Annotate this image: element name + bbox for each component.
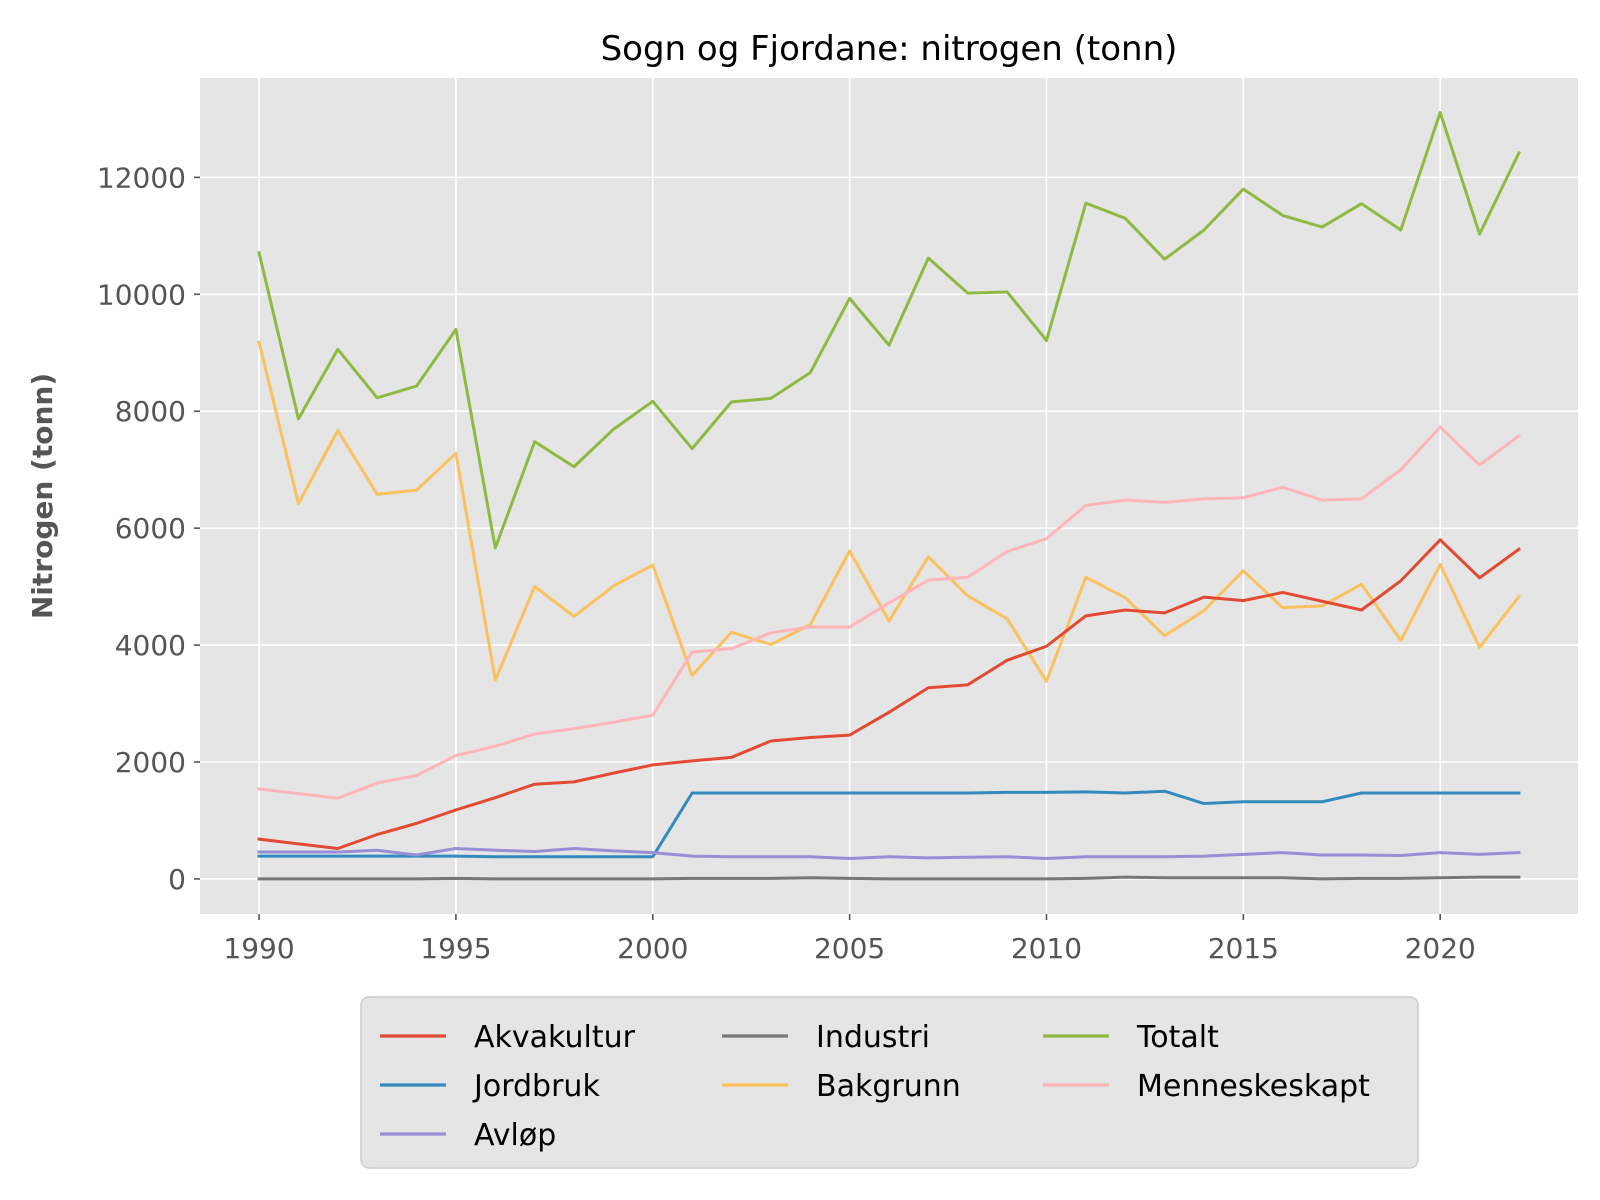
x-tick-label: 1990 [223, 932, 294, 965]
y-tick-label: 8000 [115, 395, 186, 428]
series-line-bakgrunn [257, 340, 1522, 683]
x-tick-label: 2015 [1208, 932, 1279, 965]
legend-label-totalt: Totalt [1136, 1020, 1219, 1055]
x-tick-label: 2010 [1011, 932, 1082, 965]
series-line-akvakultur [257, 538, 1522, 851]
series-line-industri [257, 875, 1521, 881]
x-tick-label: 1995 [420, 932, 491, 965]
y-tick-label: 6000 [115, 512, 186, 545]
plot-background [200, 78, 1578, 914]
legend-label-bakgrunn: Bakgrunn [816, 1069, 961, 1104]
legend-label-menneskeskapt: Menneskeskapt [1137, 1069, 1370, 1104]
y-tick-label: 0 [168, 863, 186, 896]
series-line-avlop [257, 847, 1521, 860]
y-axis-label: Nitrogen (tonn) [26, 373, 59, 619]
y-tick-label: 12000 [97, 161, 186, 194]
x-tick-label: 2005 [814, 932, 885, 965]
legend-box [360, 996, 1419, 1169]
y-tick-label: 2000 [115, 746, 186, 779]
x-axis-ticks: 1990 1995 2000 2005 2010 2015 2020 [223, 914, 1476, 965]
x-tick-label: 2000 [617, 932, 688, 965]
series-lines [257, 110, 1522, 881]
series-line-totalt [257, 110, 1521, 550]
y-axis-ticks: 0 2000 4000 6000 8000 10000 12000 [97, 161, 200, 896]
legend-label-akvakultur: Akvakultur [474, 1020, 636, 1055]
series-line-menneskeskapt [257, 425, 1522, 800]
series-line-jordbruk [257, 789, 1521, 859]
legend-label-avlop: Avløp [474, 1118, 556, 1153]
y-tick-label: 4000 [115, 629, 186, 662]
legend-label-industri: Industri [816, 1020, 930, 1055]
chart-title: Sogn og Fjordane: nitrogen (tonn) [601, 29, 1178, 69]
x-tick-label: 2020 [1405, 932, 1476, 965]
y-tick-label: 10000 [97, 278, 186, 311]
legend-label-jordbruk: Jordbruk [472, 1069, 600, 1104]
legend: Akvakultur Jordbruk Avløp Industri Bakgrunn T… [380, 1020, 1370, 1153]
grid-lines [200, 78, 1578, 914]
